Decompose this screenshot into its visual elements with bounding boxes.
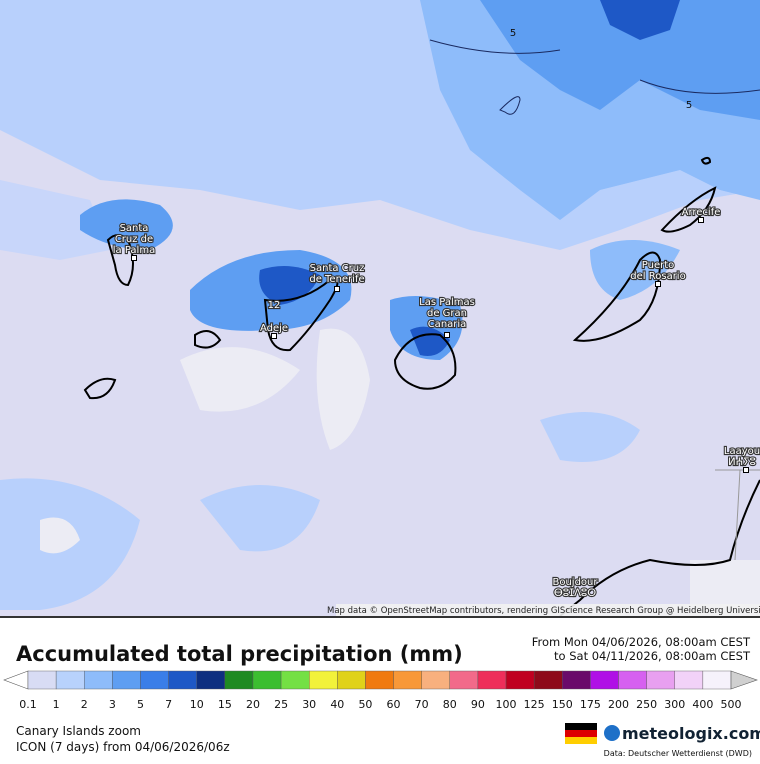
city-label: Santa: [120, 223, 149, 234]
scale-arrow-right: [730, 670, 758, 690]
contour-label: 5: [686, 100, 692, 111]
scale-label: 150: [552, 698, 573, 711]
scale-label: 500: [721, 698, 742, 711]
scale-cell: [27, 670, 57, 690]
scale-label: 40: [330, 698, 344, 711]
city-label: ⵍⵄⵢⵓ: [728, 457, 756, 468]
scale-cell: [477, 670, 507, 690]
scale-cell: [618, 670, 647, 690]
city-label: ⴱⵓⵊⴷⵓⵔ: [554, 588, 596, 599]
scale-cell: [646, 670, 675, 690]
scale-arrow-left: [3, 670, 29, 690]
scale-cell: [449, 670, 479, 690]
legend-title: Accumulated total precipitation (mm): [16, 642, 463, 666]
scale-cell: [674, 670, 704, 690]
city-label: Laayou: [724, 446, 760, 457]
scale-cell: [590, 670, 619, 690]
scale-cell: [252, 670, 282, 690]
city-marker: [271, 333, 277, 339]
scale-label: 70: [415, 698, 429, 711]
scale-cell: [84, 670, 113, 690]
city-label: Arrecife: [682, 207, 721, 218]
city-marker: [131, 255, 137, 261]
city-marker: [698, 217, 704, 223]
scale-label: 250: [636, 698, 657, 711]
scale-label: 5: [137, 698, 144, 711]
city-label: Adeje: [260, 323, 288, 334]
scale-cell: [196, 670, 226, 690]
scale-label: 30: [302, 698, 316, 711]
scale-label: 60: [387, 698, 401, 711]
brand: meteologix.com: [622, 724, 760, 743]
city-label: de Tenerife: [309, 274, 364, 285]
city-label: Canaria: [428, 319, 467, 330]
city-label: Boujdour: [552, 577, 598, 588]
attribution: Map data © OpenStreetMap contributors, r…: [327, 606, 760, 616]
scale-label: 125: [524, 698, 545, 711]
scale-label: 15: [218, 698, 232, 711]
scale-label: 1: [53, 698, 60, 711]
city-marker: [334, 286, 340, 292]
city-label: Puerto: [642, 260, 675, 271]
contour-label: 12: [268, 300, 281, 311]
city-marker: [444, 332, 450, 338]
scale-label: 7: [165, 698, 172, 711]
scale-cell: [55, 670, 85, 690]
scale-cell: [280, 670, 310, 690]
scale-label: 100: [496, 698, 517, 711]
scale-cell: [505, 670, 535, 690]
region: Canary Islands zoom: [16, 724, 141, 738]
scale-label: 3: [109, 698, 116, 711]
map: [0, 0, 760, 617]
scale-label: 300: [664, 698, 685, 711]
city-label: Cruz de: [115, 234, 153, 245]
city-label: la Palma: [113, 245, 155, 256]
scale-label: 0.1: [19, 698, 37, 711]
scale-cell: [168, 670, 197, 690]
scale-label: 10: [190, 698, 204, 711]
scale-label: 90: [471, 698, 485, 711]
city-marker: [655, 281, 661, 287]
scale-cell: [393, 670, 422, 690]
city-marker: [743, 467, 749, 473]
period-end: to Sat 04/11/2026, 08:00am CEST: [554, 649, 751, 663]
model: ICON (7 days) from 04/06/2026/06z: [16, 740, 230, 754]
scale-cell: [112, 670, 141, 690]
contour-label: 5: [510, 28, 516, 39]
city-label: del Rosario: [630, 271, 685, 282]
scale-label: 50: [358, 698, 372, 711]
scale-cell: [309, 670, 338, 690]
flag: [565, 723, 597, 744]
scale-label: 400: [692, 698, 713, 711]
scale-label: 2: [81, 698, 88, 711]
scale-label: 80: [443, 698, 457, 711]
scale-cell: [562, 670, 591, 690]
scale-label: 25: [274, 698, 288, 711]
scale-cell: [702, 670, 732, 690]
scale-label: 200: [608, 698, 629, 711]
city-label: Santa Cruz: [310, 263, 365, 274]
scale-cell: [224, 670, 254, 690]
period-start: From Mon 04/06/2026, 08:00am CEST: [532, 635, 751, 649]
city-label: de Gran: [427, 308, 467, 319]
color-scale: 0.1 1 2 3 5 7 10 15 20 25 30 40 50 60 70 80 90 100 125 150 1…: [3, 670, 758, 711]
scale-cell: [533, 670, 563, 690]
source: Data: Deutscher Wetterdienst (DWD): [604, 749, 752, 758]
scale-cell: [337, 670, 366, 690]
scale-label: 20: [246, 698, 260, 711]
logo: [604, 725, 620, 741]
scale-cell: [365, 670, 394, 690]
city-label: Las Palmas: [419, 297, 475, 308]
scale-cell: [421, 670, 450, 690]
scale-label: 175: [580, 698, 601, 711]
scale-cell: [140, 670, 169, 690]
